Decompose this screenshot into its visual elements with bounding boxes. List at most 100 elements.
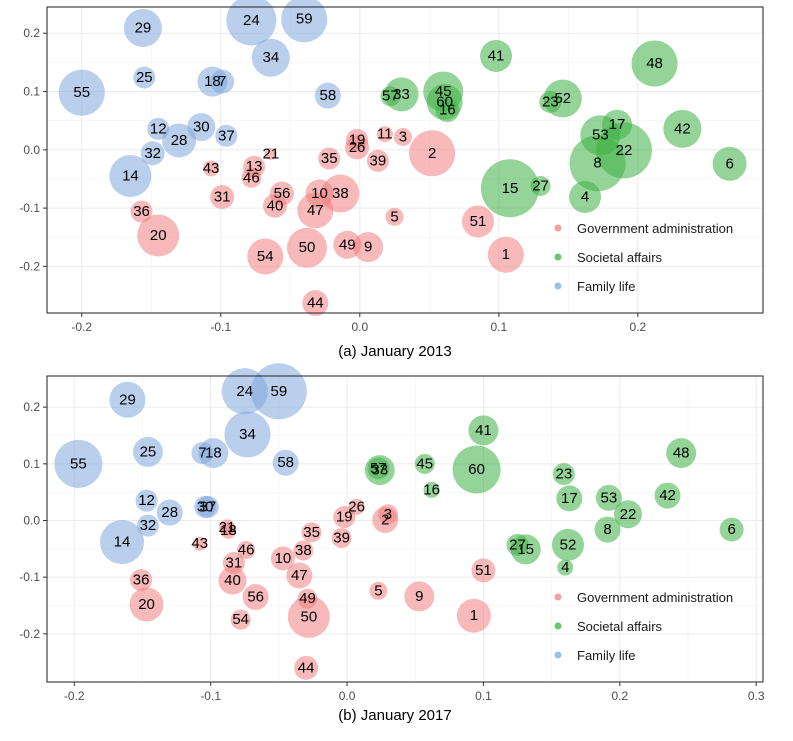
bubble-42 (663, 109, 702, 148)
bubble-label-1: 1 (470, 607, 478, 624)
bubble-48 (631, 40, 678, 87)
bubble-2 (409, 130, 456, 177)
legend-key (554, 593, 562, 601)
bubble-42 (654, 482, 681, 509)
bubble-label-49: 49 (339, 236, 356, 253)
bubble-9 (404, 581, 435, 612)
bubble-3 (377, 504, 398, 525)
bubble-label-48: 48 (673, 445, 690, 462)
bubble-label-60: 60 (468, 461, 485, 478)
bubble-46 (237, 540, 256, 559)
bubble-label-57: 57 (370, 460, 387, 477)
bubble-label-31: 31 (214, 189, 231, 206)
bubble-label-49: 49 (299, 590, 316, 607)
bubble-36 (130, 569, 153, 591)
legend-key (554, 253, 562, 261)
bubble-label-40: 40 (267, 197, 284, 214)
x-tick-label: 0.3 (748, 689, 765, 703)
bubble-34 (224, 411, 271, 458)
bubble-50 (286, 227, 327, 268)
bubble-label-43: 43 (191, 535, 208, 552)
legend-label: Government administration (577, 590, 733, 605)
bubble-label-47: 47 (291, 567, 308, 584)
bubble-label-32: 32 (144, 145, 161, 162)
bubble-label-29: 29 (135, 19, 152, 36)
bubble-56 (242, 584, 269, 610)
bubble-57 (380, 86, 401, 107)
x-tick-label: -0.1 (210, 320, 231, 334)
bubble-label-50: 50 (299, 239, 316, 256)
bubble-20 (129, 587, 164, 622)
bubble-label-37: 37 (200, 498, 217, 515)
bubble-59 (281, 0, 328, 43)
bubble-17 (602, 109, 633, 140)
y-tick-label: -0.2 (19, 259, 40, 273)
bubble-label-55: 55 (70, 455, 87, 472)
bubble-label-33: 33 (393, 86, 410, 103)
bubble-label-30: 30 (197, 498, 214, 515)
bubble-label-39: 39 (333, 530, 350, 547)
bubble-label-46: 46 (243, 169, 260, 186)
bubble-50 (287, 595, 330, 638)
bubble-7 (191, 442, 214, 465)
bubble-label-18: 18 (220, 522, 237, 539)
x-tick-label: -0.2 (64, 689, 85, 703)
bubble-label-2: 2 (428, 145, 436, 162)
bubble-label-36: 36 (133, 203, 150, 220)
bubble-12 (147, 117, 170, 140)
bubble-48 (666, 438, 697, 469)
bubble-label-33: 33 (371, 462, 388, 479)
bubble-16 (435, 98, 460, 123)
bubble-label-54: 54 (232, 611, 249, 628)
bubble-label-24: 24 (243, 12, 260, 29)
bubble-16 (423, 481, 440, 498)
bubble-19 (333, 506, 356, 529)
bubble-15 (480, 159, 539, 218)
bubble-label-17: 17 (561, 490, 578, 507)
legend-label: Societal affairs (577, 619, 663, 634)
bubble-label-28: 28 (161, 504, 178, 521)
bubble-label-58: 58 (319, 87, 336, 104)
panel-border (46, 375, 764, 683)
bubble-label-42: 42 (674, 120, 691, 137)
bubble-49 (297, 588, 318, 609)
bubble-1 (487, 236, 524, 273)
bubble-10 (305, 179, 334, 208)
bubble-29 (109, 381, 146, 418)
bubble-label-34: 34 (262, 49, 279, 66)
bubble-label-55: 55 (73, 84, 90, 101)
legend-label: Family life (577, 648, 636, 663)
x-tick-label: 0.2 (611, 689, 628, 703)
bubble-55 (58, 69, 105, 116)
bubble-44 (294, 655, 319, 680)
bubble-34 (251, 38, 290, 77)
bubble-label-16: 16 (439, 102, 456, 119)
bubble-label-32: 32 (140, 517, 157, 534)
bubble-label-7: 7 (218, 73, 226, 90)
bubble-label-28: 28 (171, 132, 188, 149)
bubble-label-13: 13 (246, 158, 263, 175)
bubble-27 (530, 175, 551, 196)
bubble-43 (192, 536, 207, 551)
x-tick-label: 0.1 (475, 689, 492, 703)
legend-key (554, 224, 562, 232)
bubble-41 (480, 39, 513, 72)
bubble-label-3: 3 (399, 128, 407, 145)
bubble-52 (551, 528, 584, 561)
bubble-11 (376, 126, 393, 143)
legend-key (554, 282, 562, 290)
bubble-23 (552, 463, 575, 486)
bubble-21 (264, 147, 277, 160)
bubble-label-41: 41 (488, 47, 505, 64)
bubble-3 (393, 127, 412, 146)
y-tick-label: 0.0 (23, 143, 40, 157)
bubble-6 (719, 517, 744, 542)
bubble-35 (301, 522, 322, 543)
bubble-label-48: 48 (646, 55, 663, 72)
bubble-54 (247, 238, 284, 275)
bubble-label-59: 59 (271, 383, 288, 400)
y-tick-label: -0.1 (19, 570, 40, 584)
bubble-45 (414, 453, 435, 474)
bubble-4 (557, 559, 574, 576)
bubble-label-18: 18 (205, 445, 222, 462)
